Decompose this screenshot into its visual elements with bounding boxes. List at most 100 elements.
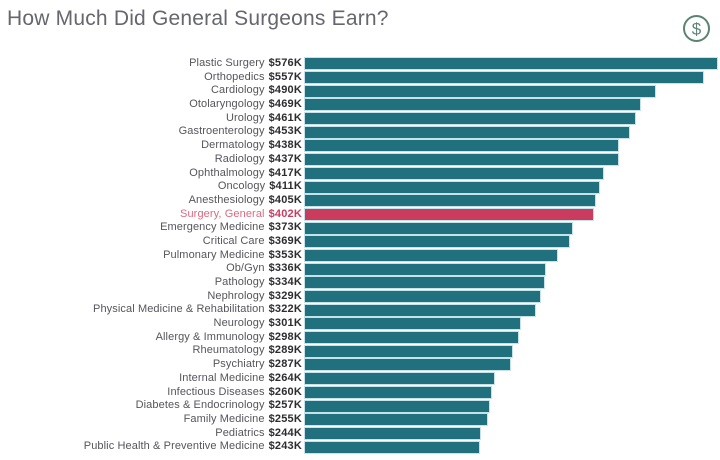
bar (305, 263, 546, 275)
value-label: $402K (268, 207, 302, 220)
category-label: Plastic Surgery (189, 57, 265, 69)
bar (305, 99, 641, 111)
category-label: Pulmonary Medicine (163, 248, 265, 261)
bar (305, 441, 479, 453)
value-label: $301K (268, 317, 302, 330)
bar (305, 195, 595, 207)
category-label: Radiology (214, 152, 265, 165)
category-label: Psychiatry (212, 358, 265, 371)
row-label-cell: Allergy & Immunology $298K (0, 331, 305, 345)
value-label: $576K (268, 57, 302, 69)
bar (305, 154, 618, 166)
bar (305, 236, 569, 248)
bar (305, 85, 656, 97)
value-label: $369K (268, 234, 302, 247)
row-label-cell: Infectious Diseases $260K (0, 386, 305, 400)
value-label: $257K (268, 399, 302, 412)
bar-track (305, 113, 717, 125)
value-label: $437K (268, 152, 302, 165)
value-label: $353K (268, 248, 302, 261)
bar-track (305, 373, 717, 385)
bar-chart: Plastic Surgery $576K Orthopedics $557K Ca… (0, 57, 720, 454)
bar-track (305, 359, 717, 371)
bar (305, 345, 512, 357)
row-label-cell: Pediatrics $244K (0, 427, 305, 441)
chart-row: Internal Medicine $264K (0, 372, 720, 386)
bar (305, 140, 619, 152)
chart-row: Pathology $334K (0, 276, 720, 290)
chart-row: Family Medicine $255K (0, 413, 720, 427)
row-label-cell: Ob/Gyn $336K (0, 262, 305, 276)
bar-track (305, 304, 717, 316)
bar (305, 126, 630, 138)
bar-track (305, 277, 717, 289)
value-label: $260K (268, 385, 302, 398)
chart-row: Psychiatry $287K (0, 358, 720, 372)
value-label: $298K (268, 330, 302, 343)
bar-track (305, 85, 717, 97)
bar (305, 181, 599, 193)
value-label: $289K (268, 344, 302, 357)
row-label-cell: Radiology $437K (0, 153, 305, 167)
category-label: Allergy & Immunology (155, 330, 265, 343)
chart-row: Orthopedics $557K (0, 71, 720, 85)
value-label: $373K (268, 221, 302, 234)
row-label-cell: Rheumatology $289K (0, 344, 305, 358)
value-label: $334K (268, 276, 302, 288)
category-label: Anesthesiology (188, 193, 265, 206)
chart-title: How Much Did General Surgeons Earn? (7, 7, 389, 30)
category-label: Critical Care (202, 234, 265, 247)
value-label: $417K (268, 166, 302, 179)
row-label-cell: Surgery, General $402K (0, 208, 305, 222)
chart-row: Urology $461K (0, 112, 720, 126)
chart-row: Ophthalmology $417K (0, 167, 720, 181)
chart-header: How Much Did General Surgeons Earn? $ (0, 0, 720, 52)
bar (305, 277, 544, 289)
bar (305, 318, 521, 330)
row-label-cell: Plastic Surgery $576K (0, 57, 305, 71)
bar (305, 386, 491, 398)
row-label-cell: Family Medicine $255K (0, 413, 305, 427)
bar (305, 332, 519, 344)
category-label: Diabetes & Endocrinology (135, 399, 265, 412)
chart-row: Otolaryngology $469K (0, 98, 720, 112)
value-label: $490K (268, 84, 302, 97)
chart-row: Rheumatology $289K (0, 344, 720, 358)
row-label-cell: Public Health & Preventive Medicine $243K (0, 440, 305, 454)
bar-track (305, 318, 717, 330)
bar-track (305, 181, 717, 193)
row-label-cell: Nephrology $329K (0, 290, 305, 304)
dollar-glyph: $ (692, 20, 702, 39)
category-label: Urology (225, 111, 265, 124)
value-label: $255K (268, 412, 302, 425)
chart-row: Neurology $301K (0, 317, 720, 331)
row-label-cell: Cardiology $490K (0, 84, 305, 98)
bar (305, 208, 593, 220)
category-label: Orthopedics (204, 70, 265, 83)
row-label-cell: Urology $461K (0, 112, 305, 126)
value-label: $438K (268, 139, 302, 152)
row-label-cell: Ophthalmology $417K (0, 167, 305, 181)
row-label-cell: Internal Medicine $264K (0, 372, 305, 386)
bar-track (305, 167, 717, 179)
bar (305, 249, 558, 261)
bar-track (305, 291, 717, 303)
category-label: Oncology (217, 180, 266, 193)
chart-row: Diabetes & Endocrinology $257K (0, 399, 720, 413)
value-label: $264K (268, 371, 302, 384)
category-label: Pathology (214, 276, 265, 288)
bar (305, 222, 572, 234)
category-label: Cardiology (210, 84, 265, 97)
value-label: $461K (268, 111, 302, 124)
chart-row: Physical Medicine & Rehabilitation $322K (0, 303, 720, 317)
category-label: Neurology (213, 317, 265, 330)
row-label-cell: Critical Care $369K (0, 235, 305, 249)
category-label: Nephrology (207, 289, 265, 302)
chart-row: Oncology $411K (0, 180, 720, 194)
bar-track (305, 414, 717, 426)
bar (305, 359, 511, 371)
category-label: Surgery, General (180, 207, 265, 220)
category-label: Rheumatology (192, 344, 265, 357)
bar (305, 72, 704, 84)
category-label: Ophthalmology (189, 166, 265, 179)
